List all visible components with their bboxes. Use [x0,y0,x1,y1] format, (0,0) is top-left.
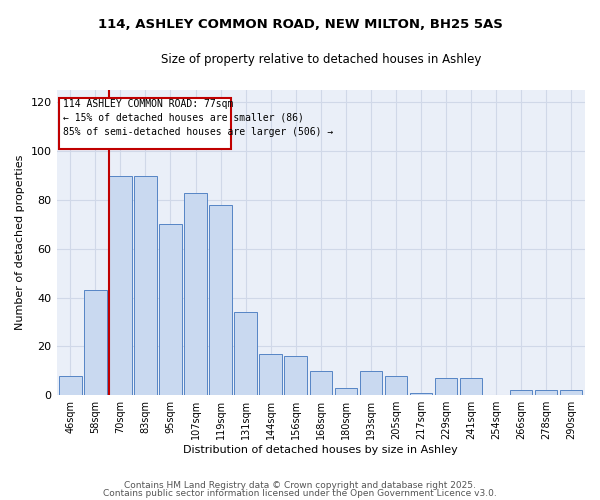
Bar [59,98,230,149]
Bar [335,388,357,395]
Bar [134,176,157,395]
Bar [385,376,407,395]
Bar [359,371,382,395]
Bar [284,356,307,395]
Bar [535,390,557,395]
Text: 114 ASHLEY COMMON ROAD: 77sqm
← 15% of detached houses are smaller (86)
85% of s: 114 ASHLEY COMMON ROAD: 77sqm ← 15% of d… [63,99,333,137]
Text: 114, ASHLEY COMMON ROAD, NEW MILTON, BH25 5AS: 114, ASHLEY COMMON ROAD, NEW MILTON, BH2… [98,18,502,30]
Bar [560,390,583,395]
Bar [235,312,257,395]
Bar [410,393,432,395]
Bar [159,224,182,395]
Bar [109,176,131,395]
Title: Size of property relative to detached houses in Ashley: Size of property relative to detached ho… [161,52,481,66]
Bar [184,192,207,395]
Text: Contains HM Land Registry data © Crown copyright and database right 2025.: Contains HM Land Registry data © Crown c… [124,481,476,490]
X-axis label: Distribution of detached houses by size in Ashley: Distribution of detached houses by size … [184,445,458,455]
Bar [59,376,82,395]
Text: Contains public sector information licensed under the Open Government Licence v3: Contains public sector information licen… [103,488,497,498]
Bar [435,378,457,395]
Bar [510,390,532,395]
Bar [209,205,232,395]
Bar [460,378,482,395]
Bar [259,354,282,395]
Y-axis label: Number of detached properties: Number of detached properties [15,155,25,330]
Bar [84,290,107,395]
Bar [310,371,332,395]
